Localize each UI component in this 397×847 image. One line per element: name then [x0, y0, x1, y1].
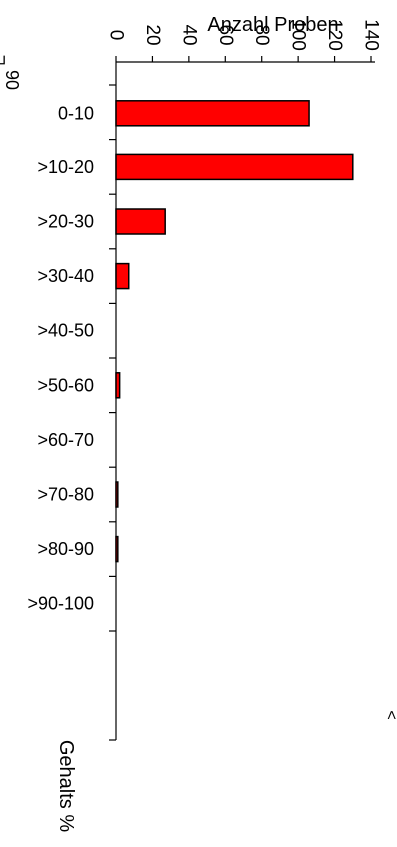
y-axis-title: Gehalts %	[55, 740, 77, 832]
category-label: >10-20	[37, 157, 94, 177]
bar	[115, 372, 121, 399]
bars-group	[115, 100, 354, 563]
x-axis-title: Anzahl Proben	[207, 14, 338, 36]
x-tick-label: 100	[288, 19, 309, 51]
x-tick-label: 140	[361, 19, 382, 51]
x-tick-label: 20	[142, 24, 163, 45]
x-tick-label: 60	[215, 24, 236, 45]
cropped-mark-fragment: ¬	[0, 55, 14, 66]
category-label: >40-50	[37, 321, 94, 341]
bar	[115, 153, 354, 181]
x-tick-label: 120	[324, 19, 345, 51]
cropped-tick-fragment: 90	[2, 70, 22, 90]
category-label: >30-40	[37, 266, 94, 286]
x-tick-label: 40	[178, 24, 199, 45]
category-label: >20-30	[37, 212, 94, 232]
x-tick-label: 0	[106, 30, 127, 41]
category-label: >90-100	[27, 594, 94, 614]
labels-group: 0 20 40 60 80 100 120 140 0-10 >10-20 >20-30 >30-40…	[27, 19, 381, 614]
bar	[115, 481, 119, 508]
axes-group	[109, 56, 375, 741]
bar	[115, 262, 130, 290]
cropped-right-fragment: <	[383, 710, 397, 719]
x-tick-label: 80	[251, 24, 272, 45]
bar	[115, 100, 310, 127]
category-label: >80-90	[37, 539, 94, 559]
bar	[115, 208, 166, 235]
category-label: >60-70	[37, 430, 94, 450]
category-label: 0-10	[58, 103, 94, 123]
category-label: >70-80	[37, 485, 94, 505]
bar	[115, 535, 119, 563]
category-label: >50-60	[37, 375, 94, 395]
